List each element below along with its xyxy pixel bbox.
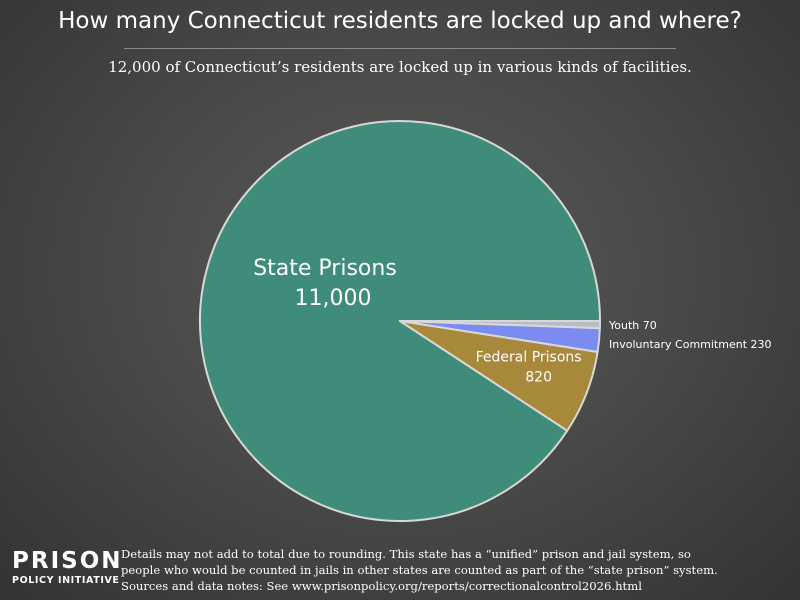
footnote-line-3: Sources and data notes: See www.prisonpo… <box>121 579 642 593</box>
slice-label-youth: Youth 70 <box>608 319 657 332</box>
slice-label-state-prisons: State Prisons <box>253 256 397 281</box>
title-divider <box>124 48 676 49</box>
pie-slice-state-prisons <box>199 120 601 522</box>
footnote: Details may not add to total due to roun… <box>121 546 791 594</box>
prison-policy-initiative-logo: PRISON POLICY INITIATIVE <box>12 548 123 588</box>
pie-slice-federal-prisons <box>399 320 599 432</box>
slice-value-federal-prisons: 820 <box>525 369 552 385</box>
footnote-line-2: people who would be counted in jails in … <box>121 563 718 577</box>
slice-value-state-prisons: 11,000 <box>295 286 372 311</box>
slice-label-involuntary-commitment: Involuntary Commitment 230 <box>609 338 772 351</box>
chart-subtitle: 12,000 of Connecticut’s residents are lo… <box>108 58 692 76</box>
logo-main-text: PRISON <box>12 548 123 574</box>
chart-title: How many Connecticut residents are locke… <box>58 8 742 34</box>
slice-label-federal-prisons: Federal Prisons <box>476 349 582 365</box>
footnote-line-1: Details may not add to total due to roun… <box>121 547 691 561</box>
logo-sub-text: POLICY INITIATIVE <box>12 575 120 586</box>
